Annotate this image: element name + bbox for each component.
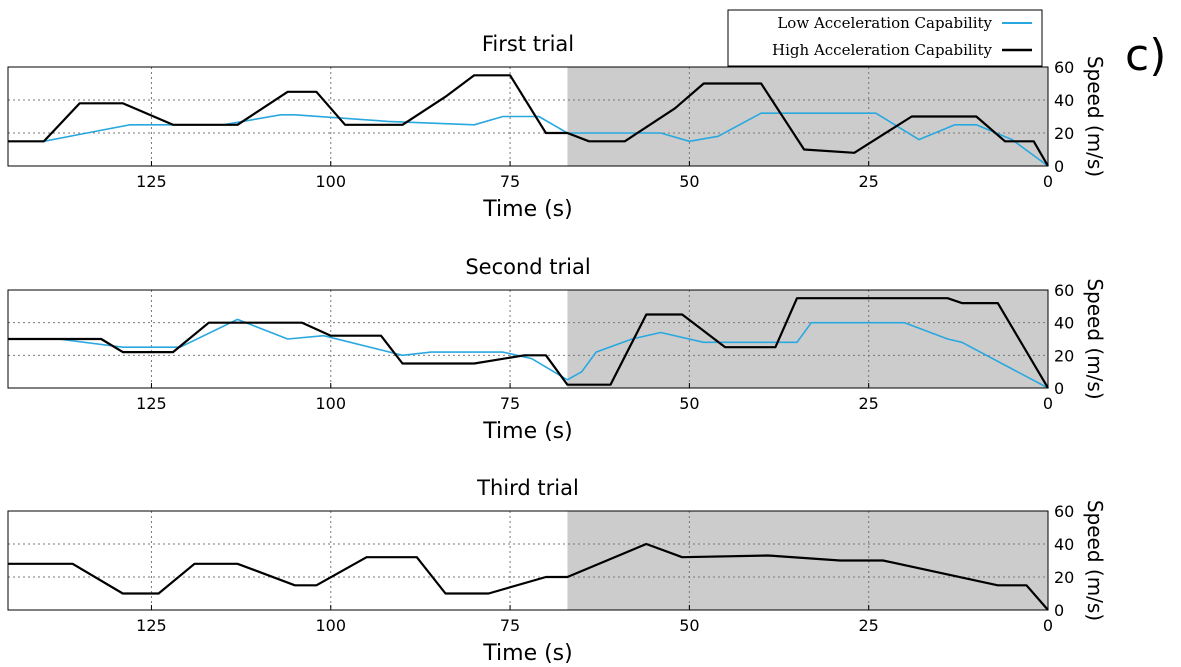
x-tick-label: 25 [859,616,879,635]
plot-frame [7,289,1049,389]
x-tick-label: 75 [500,172,520,191]
x-tick-label: 0 [1043,172,1053,191]
x-tick-label: 125 [136,172,167,191]
x-tick-label: 75 [500,616,520,635]
chart-panel-3: Third trial 0 25 50 75 100 125 0 20 40 60 Time (s) S… [7,476,1107,666]
x-axis-label: Time (s) [482,197,572,222]
y-axis-label: Speed (m/s) [1083,278,1107,399]
y-axis-label: Speed (m/s) [1083,500,1107,621]
legend: Low Acceleration Capability High Acceler… [727,9,1043,67]
legend-box [727,9,1043,67]
y-tick-label: 20 [1054,568,1074,587]
x-tick-label: 75 [500,394,520,413]
x-axis-label: Time (s) [482,641,572,666]
shaded-region [567,511,1048,610]
x-tick-label: 125 [136,394,167,413]
series-line-high [8,297,1049,389]
x-tick-label: 0 [1043,616,1053,635]
chart-title: First trial [482,32,574,56]
x-tick-label: 50 [679,616,699,635]
chart-panel-2: Second trial 0 25 50 75 100 125 0 20 40 60 Time (s)… [7,255,1107,444]
y-tick-label: 20 [1054,124,1074,143]
series-line-high [8,542,1049,611]
x-tick-label: 100 [315,616,346,635]
x-tick-label: 125 [136,616,167,635]
y-tick-label: 40 [1054,91,1074,110]
y-tick-label: 60 [1054,281,1074,300]
x-tick-label: 100 [315,172,346,191]
chart-panel-1: First trial 0 25 50 75 100 125 0 20 40 60 Time (s) S… [7,32,1107,222]
y-tick-label: 20 [1054,346,1074,365]
shaded-region [567,290,1048,388]
y-tick-label: 60 [1054,502,1074,521]
y-tick-label: 0 [1054,379,1064,398]
series-line-low [8,112,1049,167]
x-tick-label: 0 [1043,394,1053,413]
legend-label-low: Low Acceleration Capability [777,14,992,32]
panel-label: c) [1125,30,1166,81]
x-tick-label: 50 [679,394,699,413]
x-tick-label: 50 [679,172,699,191]
legend-label-high: High Acceleration Capability [772,41,992,59]
y-tick-label: 60 [1054,58,1074,77]
y-tick-label: 40 [1054,535,1074,554]
chart-title: Third trial [476,476,579,500]
y-tick-label: 0 [1054,601,1064,620]
plot-frame [7,510,1049,611]
chart-title: Second trial [465,255,590,279]
x-tick-label: 100 [315,394,346,413]
x-tick-label: 25 [859,172,879,191]
series-line-low [8,318,1049,389]
series-line-high [8,74,1049,167]
y-tick-label: 40 [1054,314,1074,333]
y-tick-label: 0 [1054,157,1064,176]
x-tick-label: 25 [859,394,879,413]
y-axis-label: Speed (m/s) [1083,56,1107,177]
plot-frame [7,66,1049,167]
x-axis-label: Time (s) [482,419,572,444]
